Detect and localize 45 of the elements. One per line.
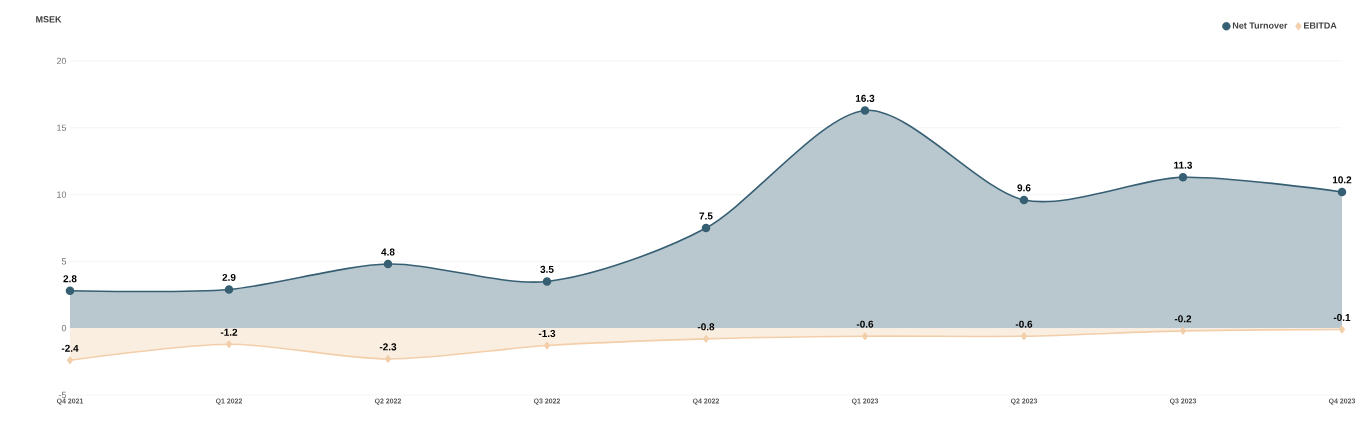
- data-label: -2.4: [61, 344, 79, 352]
- data-label: 10.2: [1332, 176, 1352, 184]
- point: [542, 277, 552, 286]
- data-label: -0.8: [697, 323, 715, 331]
- data-label: -0.2: [1174, 315, 1192, 323]
- point: [860, 106, 870, 115]
- legend-label: EBITDA: [1304, 22, 1337, 29]
- point: [225, 340, 233, 349]
- data-label: -0.1: [1333, 313, 1351, 322]
- data-label: 16.3: [855, 94, 875, 102]
- data-label: -0.6: [1015, 320, 1033, 328]
- point: [1019, 195, 1029, 205]
- data-label: 2.8: [63, 275, 77, 283]
- point: [861, 332, 869, 340]
- point: [702, 335, 710, 343]
- y-tick-label: 10: [57, 191, 67, 198]
- point: [1178, 172, 1188, 182]
- y-tick-label: -5: [58, 391, 67, 399]
- data-label: 11.3: [1174, 161, 1193, 169]
- point: [1338, 325, 1346, 334]
- point: [383, 259, 393, 269]
- point: [1337, 187, 1347, 197]
- point: [66, 356, 74, 365]
- y-tick-label: 5: [61, 258, 67, 265]
- y-tick-label: 15: [57, 124, 67, 131]
- data-label: -1.3: [538, 329, 556, 338]
- y-axis-title: MSEK: [36, 16, 62, 23]
- point: [543, 341, 551, 350]
- data-label: 7.5: [699, 212, 713, 220]
- point: [384, 355, 392, 363]
- legend-label: Net Turnover: [1232, 22, 1288, 29]
- data-label: 3.5: [540, 265, 554, 273]
- point: [65, 286, 75, 296]
- y-tick-label: 20: [56, 57, 67, 65]
- data-label: -0.6: [856, 320, 874, 328]
- data-label: -1.2: [220, 328, 238, 336]
- point: [701, 223, 711, 233]
- data-label: 9.6: [1017, 184, 1031, 192]
- point: [1179, 327, 1187, 335]
- data-label: -2.3: [379, 343, 397, 351]
- data-label: 4.8: [381, 248, 395, 256]
- y-tick-label: 0: [61, 325, 67, 332]
- data-label: 2.9: [222, 273, 236, 281]
- point: [1020, 332, 1028, 340]
- point: [224, 285, 234, 294]
